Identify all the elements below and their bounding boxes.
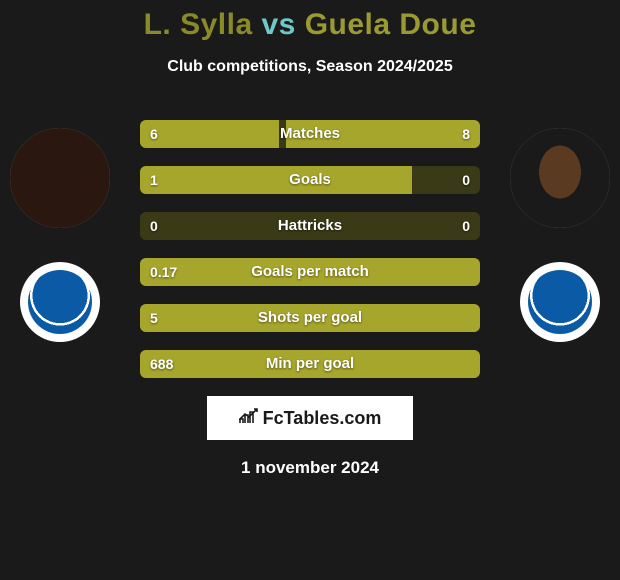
branding-text: FcTables.com bbox=[263, 408, 382, 429]
club-badge-inner bbox=[28, 270, 92, 334]
stat-label: Goals bbox=[140, 166, 480, 194]
avatar-face bbox=[10, 128, 110, 228]
stat-row: 68Matches bbox=[140, 120, 480, 148]
player2-name: Guela Doue bbox=[305, 8, 477, 41]
stat-row: 00Hattricks bbox=[140, 212, 480, 240]
stat-label: Shots per goal bbox=[140, 304, 480, 332]
player1-club-badge bbox=[20, 262, 100, 342]
stat-label: Goals per match bbox=[140, 258, 480, 286]
stats-panel: 68Matches 10Goals 00Hattricks 0.17Goals per… bbox=[140, 120, 480, 378]
stat-row: 5Shots per goal bbox=[140, 304, 480, 332]
player1-name: L. Sylla bbox=[144, 8, 253, 41]
branding-box: FcTables.com bbox=[207, 396, 413, 440]
stat-row: 0.17Goals per match bbox=[140, 258, 480, 286]
date-text: 1 november 2024 bbox=[0, 458, 620, 478]
stat-label: Min per goal bbox=[140, 350, 480, 378]
player1-avatar bbox=[10, 128, 110, 228]
stat-row: 10Goals bbox=[140, 166, 480, 194]
stat-label: Hattricks bbox=[140, 212, 480, 240]
avatar-face bbox=[510, 128, 610, 228]
player2-club-badge bbox=[520, 262, 600, 342]
page-title: L. Sylla vs Guela Doue bbox=[0, 8, 620, 42]
subtitle: Club competitions, Season 2024/2025 bbox=[0, 58, 620, 76]
player2-avatar bbox=[510, 128, 610, 228]
stat-label: Matches bbox=[140, 120, 480, 148]
chart-icon bbox=[239, 408, 259, 429]
stat-row: 688Min per goal bbox=[140, 350, 480, 378]
club-badge-inner bbox=[528, 270, 592, 334]
title-vs: vs bbox=[253, 8, 305, 41]
